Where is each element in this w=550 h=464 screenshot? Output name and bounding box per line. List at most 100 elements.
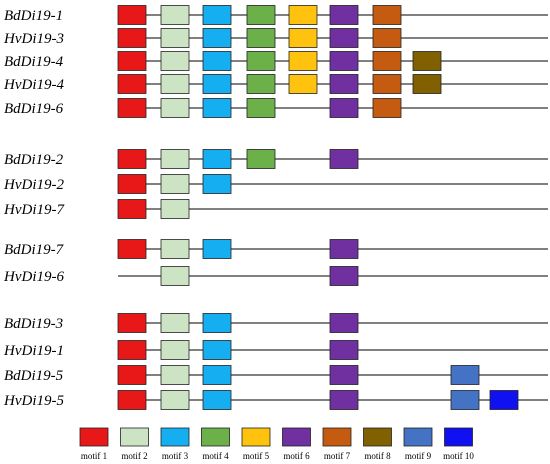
legend-item: motif 6 [282,427,311,461]
motif-2-box [160,199,190,219]
motif-6-box [329,239,359,259]
motif-6-box [329,365,359,385]
gene-rows: BdDi19-1 HvDi19-3 BdDi19-4 HvDi19-4 BdDi19-6… [3,5,548,410]
motif-9-box [450,365,480,385]
motif-9-box [450,390,480,410]
legend-label: motif 8 [364,451,391,461]
gene-row: BdDi19-1 [4,5,548,25]
motif-6-box [329,149,359,169]
legend-swatch [322,427,352,447]
gene-label: HvDi19-5 [3,393,64,409]
motif-3-box [202,174,232,194]
gene-row: BdDi19-7 [4,239,548,259]
motif-7-box [372,51,402,71]
legend-label: motif 4 [202,451,229,461]
motif-3-box [202,313,232,333]
gene-row: HvDi19-3 [3,28,548,48]
motif-2-box [160,266,190,286]
motif-6-box [329,390,359,410]
gene-row: HvDi19-5 [3,390,548,410]
gene-row: BdDi19-5 [4,365,548,385]
motif-3-box [202,340,232,360]
motif-6-box [329,98,359,118]
motif-5-box [288,51,318,71]
motif-3-box [202,5,232,25]
motif-2-box [160,365,190,385]
legend-label: motif 2 [121,451,147,461]
motif-5-box [288,74,318,94]
motif-3-box [202,149,232,169]
motif-1-box [117,390,147,410]
motif-8-box [412,51,442,71]
motif-3-box [202,74,232,94]
motif-2-box [160,5,190,25]
gene-label: BdDi19-4 [4,54,64,70]
motif-1-box [117,174,147,194]
gene-label: BdDi19-5 [4,368,64,384]
motif-3-box [202,28,232,48]
motif-3-box [202,390,232,410]
legend-item: motif 1 [79,427,109,461]
gene-row: BdDi19-4 [4,51,548,71]
motif-1-box [117,313,147,333]
gene-row: HvDi19-6 [3,266,548,286]
motif-6-box [329,28,359,48]
legend-label: motif 3 [162,451,189,461]
motif-7-box [372,28,402,48]
legend-label: motif 9 [405,451,432,461]
motif-3-box [202,365,232,385]
gene-label: HvDi19-7 [3,202,65,218]
motif-1-box [117,51,147,71]
gene-row: BdDi19-3 [4,313,548,333]
gene-label: BdDi19-6 [4,101,64,117]
motif-1-box [117,98,147,118]
legend-item: motif 3 [160,427,190,461]
motif-4-box [246,74,276,94]
motif-1-box [117,365,147,385]
legend-swatch [241,427,271,447]
legend-swatch [120,427,149,447]
motif-1-box [117,5,147,25]
motif-1-box [117,239,147,259]
motif-2-box [160,174,190,194]
legend-swatch [201,427,230,447]
motif-2-box [160,74,190,94]
legend-item: motif 5 [241,427,271,461]
legend-swatch [444,427,473,447]
motif-6-box [329,74,359,94]
motif-5-box [288,5,318,25]
motif-1-box [117,340,147,360]
motif-2-box [160,98,190,118]
motif-6-box [329,51,359,71]
legend-item: motif 7 [322,427,352,461]
gene-label: HvDi19-2 [3,177,64,193]
legend-item: motif 2 [120,427,149,461]
motif-2-box [160,390,190,410]
motif-8-box [412,74,442,94]
legend-item: motif 9 [403,427,433,461]
gene-row: HvDi19-1 [3,340,548,360]
gene-label: HvDi19-1 [3,343,64,359]
motif-6-box [329,313,359,333]
legend-swatch [282,427,311,447]
gene-label: HvDi19-4 [3,77,64,93]
motif-1-box [117,28,147,48]
gene-label: BdDi19-3 [4,316,63,332]
gene-row: HvDi19-7 [3,199,548,219]
legend-item: motif 8 [363,427,392,461]
motif-6-box [329,5,359,25]
motif-2-box [160,340,190,360]
legend-label: motif 10 [443,451,474,461]
motif-3-box [202,98,232,118]
legend-item: motif 10 [443,427,474,461]
motif-7-box [372,74,402,94]
motif-6-box [329,340,359,360]
motif-2-box [160,313,190,333]
gene-label: BdDi19-1 [4,8,63,24]
motif-10-box [489,390,519,410]
motif-5-box [288,28,318,48]
legend-swatch [403,427,433,447]
motif-4-box [246,98,276,118]
motif-4-box [246,51,276,71]
